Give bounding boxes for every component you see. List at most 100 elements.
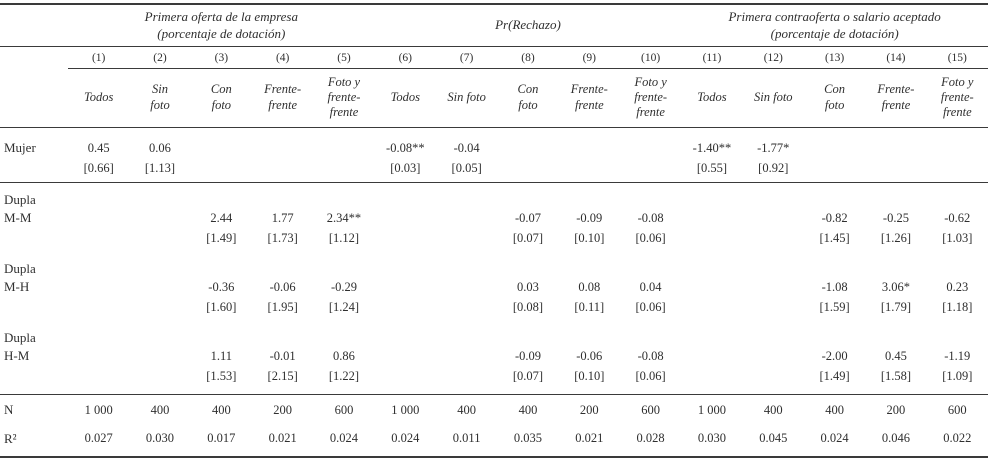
table-cell: -0.06 (269, 280, 296, 295)
table-cell: [0.10] (558, 366, 620, 396)
table-cell: 1 000 (84, 402, 113, 417)
table-cell: [1.59] (819, 300, 850, 315)
table-cell: (6) (374, 46, 436, 69)
table-cell: [1.12] (328, 231, 360, 246)
table-cell: 0.035 (513, 431, 543, 446)
table-cell (251, 158, 314, 184)
table-cell (68, 228, 129, 252)
table-cell (129, 366, 191, 396)
table-cell (374, 366, 436, 396)
table-cell: [0.06] (635, 231, 666, 246)
table-row-n: N 1 000 400 400 200 600 1 000 400 400 200 600 1 00… (0, 395, 988, 424)
table-cell: -0.07 (514, 211, 541, 226)
table-cell (743, 183, 804, 229)
table-cell (743, 228, 804, 252)
table-cell: [0.07] (512, 231, 544, 246)
table-cell: 0.23 (946, 280, 969, 295)
table-cell: [0.06] (635, 300, 666, 315)
table-cell: 200 (273, 402, 293, 417)
empty-label-cell (0, 68, 68, 128)
table-cell: 600 (334, 402, 354, 417)
table-cell: Foto y frente- frente (926, 68, 988, 128)
table-cell: 0.024 (391, 431, 420, 446)
table-cell: -0.62 (944, 211, 971, 226)
table-row-dupla-mh-se: [1.60] [1.95] [1.24] [0.08] [0.11] [0.06] [1.5… (0, 297, 988, 321)
table-cell (436, 321, 497, 366)
table-cell: [1.03] (942, 231, 973, 246)
group-header-pr-rechazo: Pr(Rechazo) (374, 4, 682, 47)
table-cell: [1.09] (926, 366, 988, 396)
table-cell: [1.18] (942, 300, 973, 315)
table-cell: [0.05] (435, 158, 498, 184)
table-cell (129, 228, 190, 252)
table-cell: [1.24] (328, 300, 360, 315)
table-cell: [0.66] (68, 158, 130, 184)
table-cell: 1.77 (271, 211, 294, 226)
table-cell: [0.08] (512, 300, 544, 315)
table-cell: -0.06 (576, 349, 603, 364)
table-cell: [1.79] (880, 300, 912, 315)
table-cell: 0.86 (333, 349, 355, 364)
table-cell: -0.01 (269, 349, 296, 364)
table-cell: 0.021 (268, 431, 297, 446)
table-cell: 1.11 (210, 349, 233, 364)
table-cell: -1.19 (944, 349, 971, 364)
table-cell: (8) (497, 46, 559, 69)
table-cell (743, 297, 804, 321)
table-cell: 0.027 (84, 431, 113, 446)
table-cell (681, 228, 742, 252)
table-cell: -0.82 (821, 211, 848, 226)
table-cell: Todos (681, 68, 743, 128)
table-cell: (7) (435, 46, 498, 69)
row-label-dupla-mm: Dupla M-M (4, 192, 36, 225)
table-cell (865, 127, 926, 158)
table-cell: Sin foto (742, 68, 804, 128)
table-cell: 0.046 (881, 431, 910, 446)
table-cell: (14) (865, 46, 927, 69)
table-cell (68, 297, 129, 321)
table-cell: -0.08** (386, 141, 425, 156)
table-cell: 200 (886, 402, 906, 417)
table-cell: Todos (68, 68, 130, 128)
table-cell: 0.024 (820, 431, 849, 446)
table-cell: 600 (641, 402, 660, 417)
table-cell: 0.028 (636, 431, 665, 446)
table-cell: 400 (211, 402, 231, 417)
table-cell (68, 366, 130, 396)
table-cell: 400 (150, 402, 170, 417)
table-cell: -0.36 (208, 280, 235, 295)
table-cell: Foto y frente- frente (619, 68, 682, 128)
table-cell (681, 297, 742, 321)
table-cell: Con foto (497, 68, 559, 128)
table-cell (743, 321, 804, 366)
table-row-dupla-mm-coef: Dupla M-M 2.44 1.77 2.34** -0.07 -0.09 -0.08 -… (0, 183, 988, 229)
table-cell (743, 252, 804, 297)
table-cell: Sin foto (129, 68, 191, 128)
table-cell (68, 321, 129, 366)
table-cell: (15) (926, 46, 988, 69)
table-cell (436, 297, 497, 321)
row-label-dupla-mh: Dupla M-H (4, 261, 36, 294)
table-cell (375, 228, 436, 252)
table-cell: -0.09 (576, 211, 603, 226)
table-cell: 0.03 (517, 280, 539, 295)
table-cell: 0.011 (452, 431, 481, 446)
table-cell: -0.08 (637, 211, 664, 226)
table-cell (68, 252, 129, 297)
table-cell: [1.49] (803, 366, 866, 396)
table-row-r2: R² 0.027 0.030 0.017 0.021 0.024 0.024 0.011 0.… (0, 424, 988, 458)
table-cell: 0.030 (697, 431, 726, 446)
table-cell (375, 252, 436, 297)
table-cell: -0.29 (330, 280, 357, 295)
table-cell: 3.06* (881, 280, 910, 295)
table-cell: Frente- frente (558, 68, 620, 128)
table-cell: Con foto (190, 68, 252, 128)
table-cell: [1.49] (206, 231, 237, 246)
group-header-row: Primera oferta de la empresa (porcentaje… (0, 4, 988, 47)
table-cell: [1.95] (267, 300, 298, 315)
table-cell (497, 127, 558, 158)
table-cell: Frente- frente (865, 68, 927, 128)
table-cell (375, 183, 436, 229)
table-cell: -1.08 (821, 280, 848, 295)
table-cell: 0.022 (943, 431, 972, 446)
